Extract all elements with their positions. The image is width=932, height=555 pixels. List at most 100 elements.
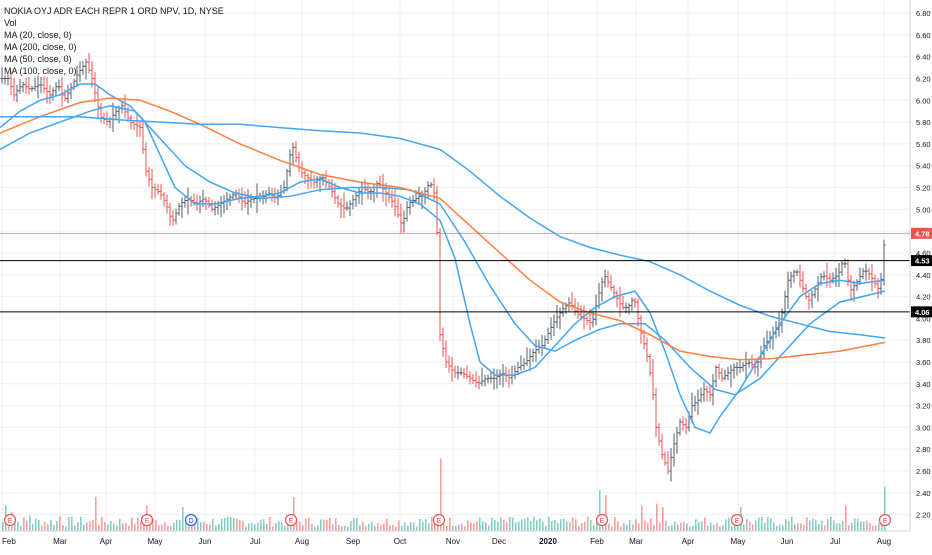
volume-bar	[629, 519, 631, 531]
volume-bar	[662, 507, 664, 531]
volume-bar	[92, 519, 94, 531]
volume-bar	[488, 525, 490, 531]
volume-bar	[767, 517, 769, 531]
volume-bar	[734, 521, 736, 531]
volume-bar	[707, 525, 709, 531]
volume-bar	[164, 522, 166, 531]
x-tick-label: Dec	[492, 537, 506, 546]
volume-bar	[71, 516, 73, 531]
volume-bar	[623, 522, 625, 531]
volume-bar	[299, 521, 301, 531]
volume-bar	[566, 521, 568, 531]
volume-bar	[884, 486, 886, 531]
volume-bar	[62, 524, 64, 531]
event-marker-earnings[interactable]	[878, 513, 892, 527]
volume-bar	[272, 526, 274, 531]
plot-area	[0, 0, 910, 531]
y-tick-label: 5.60	[916, 140, 931, 149]
x-tick-label: Nov	[446, 537, 460, 546]
volume-bar	[239, 520, 241, 531]
volume-bar	[74, 525, 76, 531]
volume-bar	[833, 520, 835, 531]
volume-bar	[395, 526, 397, 531]
volume-bar	[482, 521, 484, 531]
event-marker-dividend[interactable]	[184, 513, 198, 527]
legend-ma200: MA (200, close, 0)	[4, 42, 77, 52]
volume-bar	[800, 523, 802, 531]
y-tick-label: 2.80	[916, 445, 931, 454]
volume-bar	[275, 523, 277, 531]
price-label-text: 4.06	[915, 308, 930, 317]
volume-bar	[821, 520, 823, 531]
volume-bar	[686, 523, 688, 531]
volume-bar	[206, 524, 208, 531]
x-tick-label: Apr	[682, 537, 695, 546]
volume-bar	[761, 517, 763, 531]
y-tick-label: 6.40	[916, 53, 931, 62]
volume-bar	[143, 524, 145, 531]
volume-bar	[641, 505, 643, 531]
x-tick-label: Aug	[295, 537, 309, 546]
volume-bar	[836, 523, 838, 531]
volume-bar	[383, 523, 385, 531]
x-tick-label: May	[730, 537, 745, 546]
volume-bar	[83, 524, 85, 531]
event-marker-earnings[interactable]	[595, 513, 609, 527]
volume-bar	[404, 522, 406, 531]
volume-bar	[314, 526, 316, 531]
volume-bar	[389, 525, 391, 531]
volume-bar	[119, 518, 121, 531]
event-marker-earnings[interactable]	[432, 513, 446, 527]
volume-bar	[602, 524, 604, 531]
x-tick-label: Feb	[590, 537, 604, 546]
volume-bar	[212, 519, 214, 531]
volume-bar	[596, 519, 598, 531]
volume-bar	[59, 516, 61, 531]
y-tick-label: 5.20	[916, 184, 931, 193]
event-marker-label: E	[735, 518, 740, 525]
volume-bar	[17, 521, 19, 531]
ma-line-ma-100-close-0-	[0, 97, 886, 361]
volume-bar	[746, 519, 748, 531]
y-tick-label: 2.40	[916, 489, 931, 498]
volume-bar	[179, 520, 181, 531]
volume-bar	[542, 522, 544, 531]
event-marker-earnings[interactable]	[284, 513, 298, 527]
legend-ma100: MA (100, close, 0)	[4, 66, 77, 76]
volume-bar	[56, 520, 58, 531]
legend-title: NOKIA OYJ ADR EACH REPR 1 ORD NPV, 1D, N…	[4, 6, 224, 16]
event-marker-label: E	[8, 518, 13, 525]
volume-bar	[224, 517, 226, 531]
volume-bar	[878, 522, 880, 531]
volume-bar	[440, 458, 442, 531]
volume-bar	[620, 526, 622, 531]
event-marker-earnings[interactable]	[730, 513, 744, 527]
volume-bar	[137, 517, 139, 531]
y-tick-label: 3.20	[916, 402, 931, 411]
event-marker-earnings[interactable]	[140, 513, 154, 527]
volume-bar	[185, 523, 187, 531]
volume-bar	[569, 522, 571, 531]
volume-bar	[68, 517, 70, 531]
volume-bar	[626, 524, 628, 531]
volume-bar	[671, 525, 673, 531]
volume-bar	[470, 522, 472, 531]
event-marker-label: E	[437, 518, 442, 525]
volume-bar	[452, 525, 454, 531]
volume-bar	[89, 521, 91, 531]
volume-bar	[791, 516, 793, 531]
volume-bar	[332, 524, 334, 531]
volume-bar	[545, 525, 547, 531]
volume-bar	[347, 526, 349, 531]
volume-bar	[230, 517, 232, 531]
volume-bar	[197, 518, 199, 531]
volume-bar	[392, 525, 394, 531]
volume-bar	[782, 525, 784, 531]
x-tick-label: 2020	[539, 537, 557, 546]
volume-bar	[101, 516, 103, 531]
event-marker-earnings[interactable]	[3, 513, 17, 527]
volume-bar	[473, 522, 475, 531]
y-tick-label: 6.20	[916, 75, 931, 84]
